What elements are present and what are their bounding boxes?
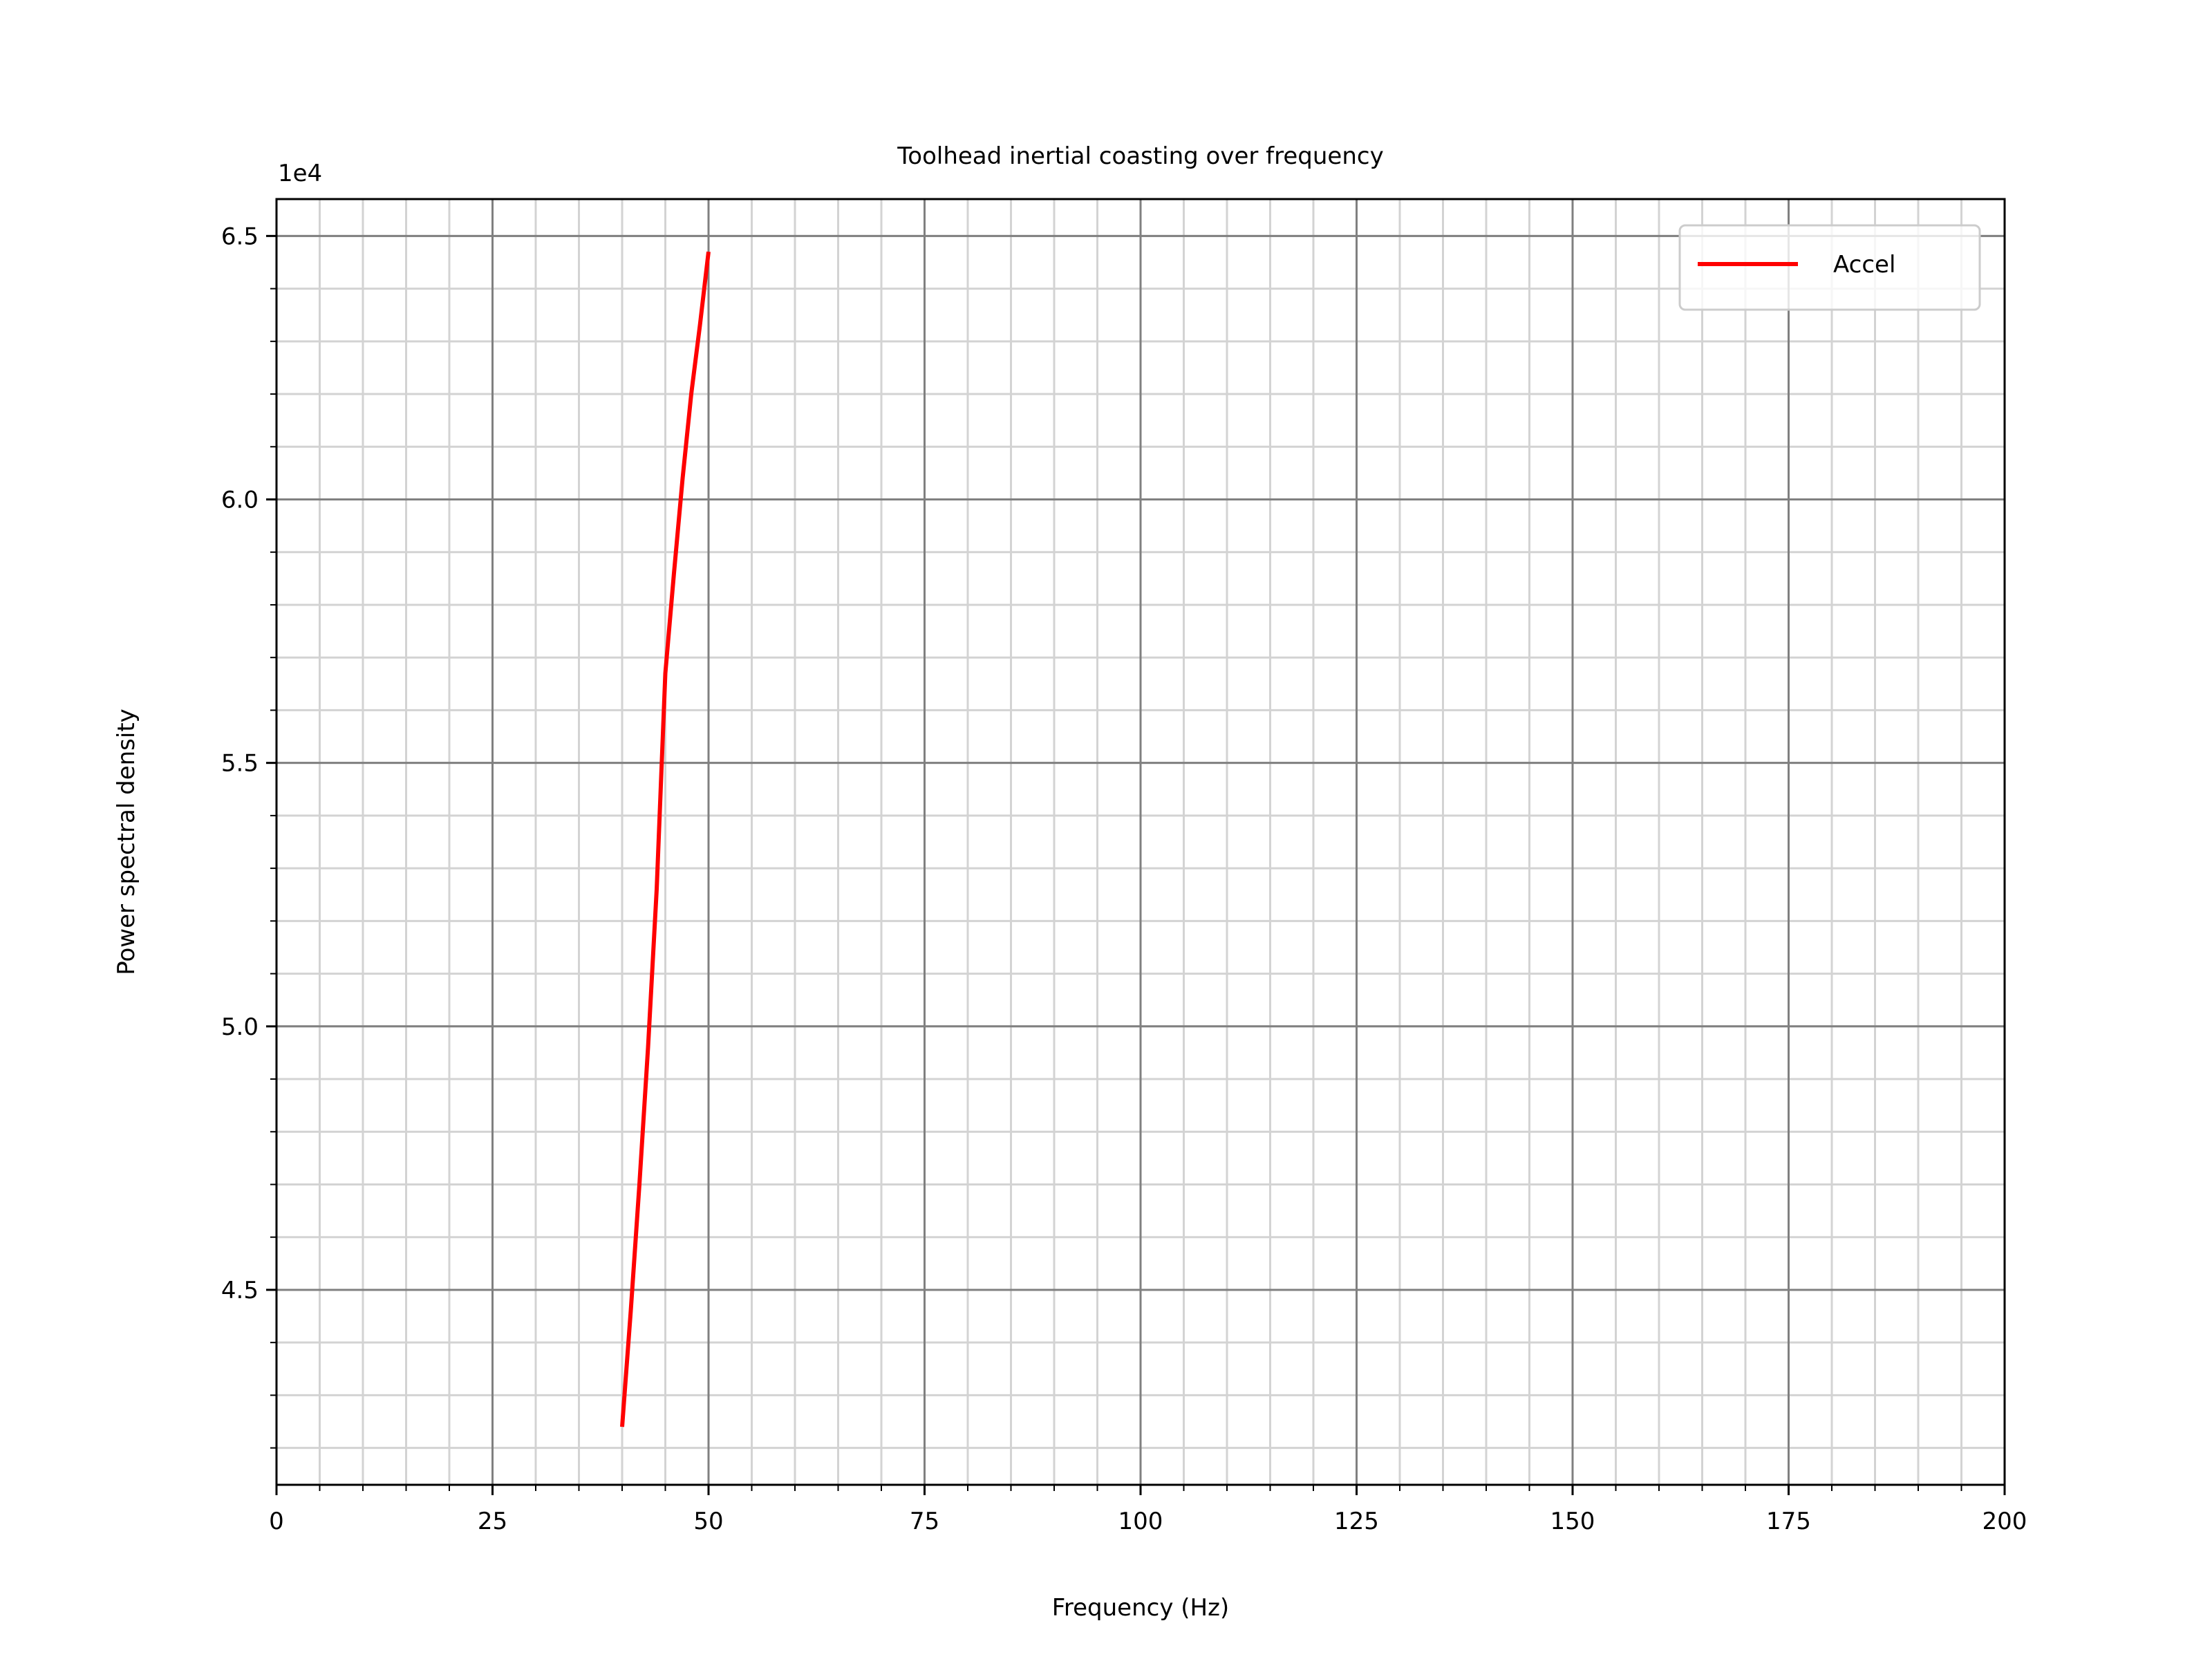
- y-offset-label: 1e4: [278, 160, 322, 187]
- y-axis-ticks: 4.5 5.0 5.5 6.0 6.5: [221, 223, 276, 1449]
- x-tick-label: 0: [269, 1508, 284, 1535]
- y-tick-label: 4.5: [221, 1277, 259, 1304]
- x-tick-label: 125: [1334, 1508, 1379, 1535]
- y-axis-label: Power spectral density: [113, 709, 140, 975]
- x-axis-label: Frequency (Hz): [1052, 1594, 1229, 1622]
- legend-label-accel: Accel: [1833, 251, 1895, 279]
- x-tick-label: 175: [1766, 1508, 1811, 1535]
- series-line-accel: [620, 251, 711, 1427]
- x-tick-label: 200: [1983, 1508, 2027, 1535]
- y-tick-label: 6.0: [221, 487, 259, 514]
- series-layer: [620, 251, 711, 1427]
- x-tick-label: 50: [693, 1508, 723, 1535]
- x-axis-ticks: 0 25 50 75 100 125 150 175 200: [269, 1485, 2027, 1535]
- chart-title: Toolhead inertial coasting over frequenc…: [897, 142, 1383, 170]
- x-tick-label: 150: [1550, 1508, 1595, 1535]
- x-tick-label: 75: [910, 1508, 939, 1535]
- x-tick-label: 25: [478, 1508, 507, 1535]
- y-tick-label: 6.5: [221, 223, 259, 250]
- legend-box: [1678, 224, 1981, 311]
- x-tick-label: 100: [1118, 1508, 1163, 1535]
- y-tick-label: 5.5: [221, 750, 259, 778]
- legend: Accel: [1678, 224, 1981, 311]
- y-tick-label: 5.0: [221, 1013, 259, 1041]
